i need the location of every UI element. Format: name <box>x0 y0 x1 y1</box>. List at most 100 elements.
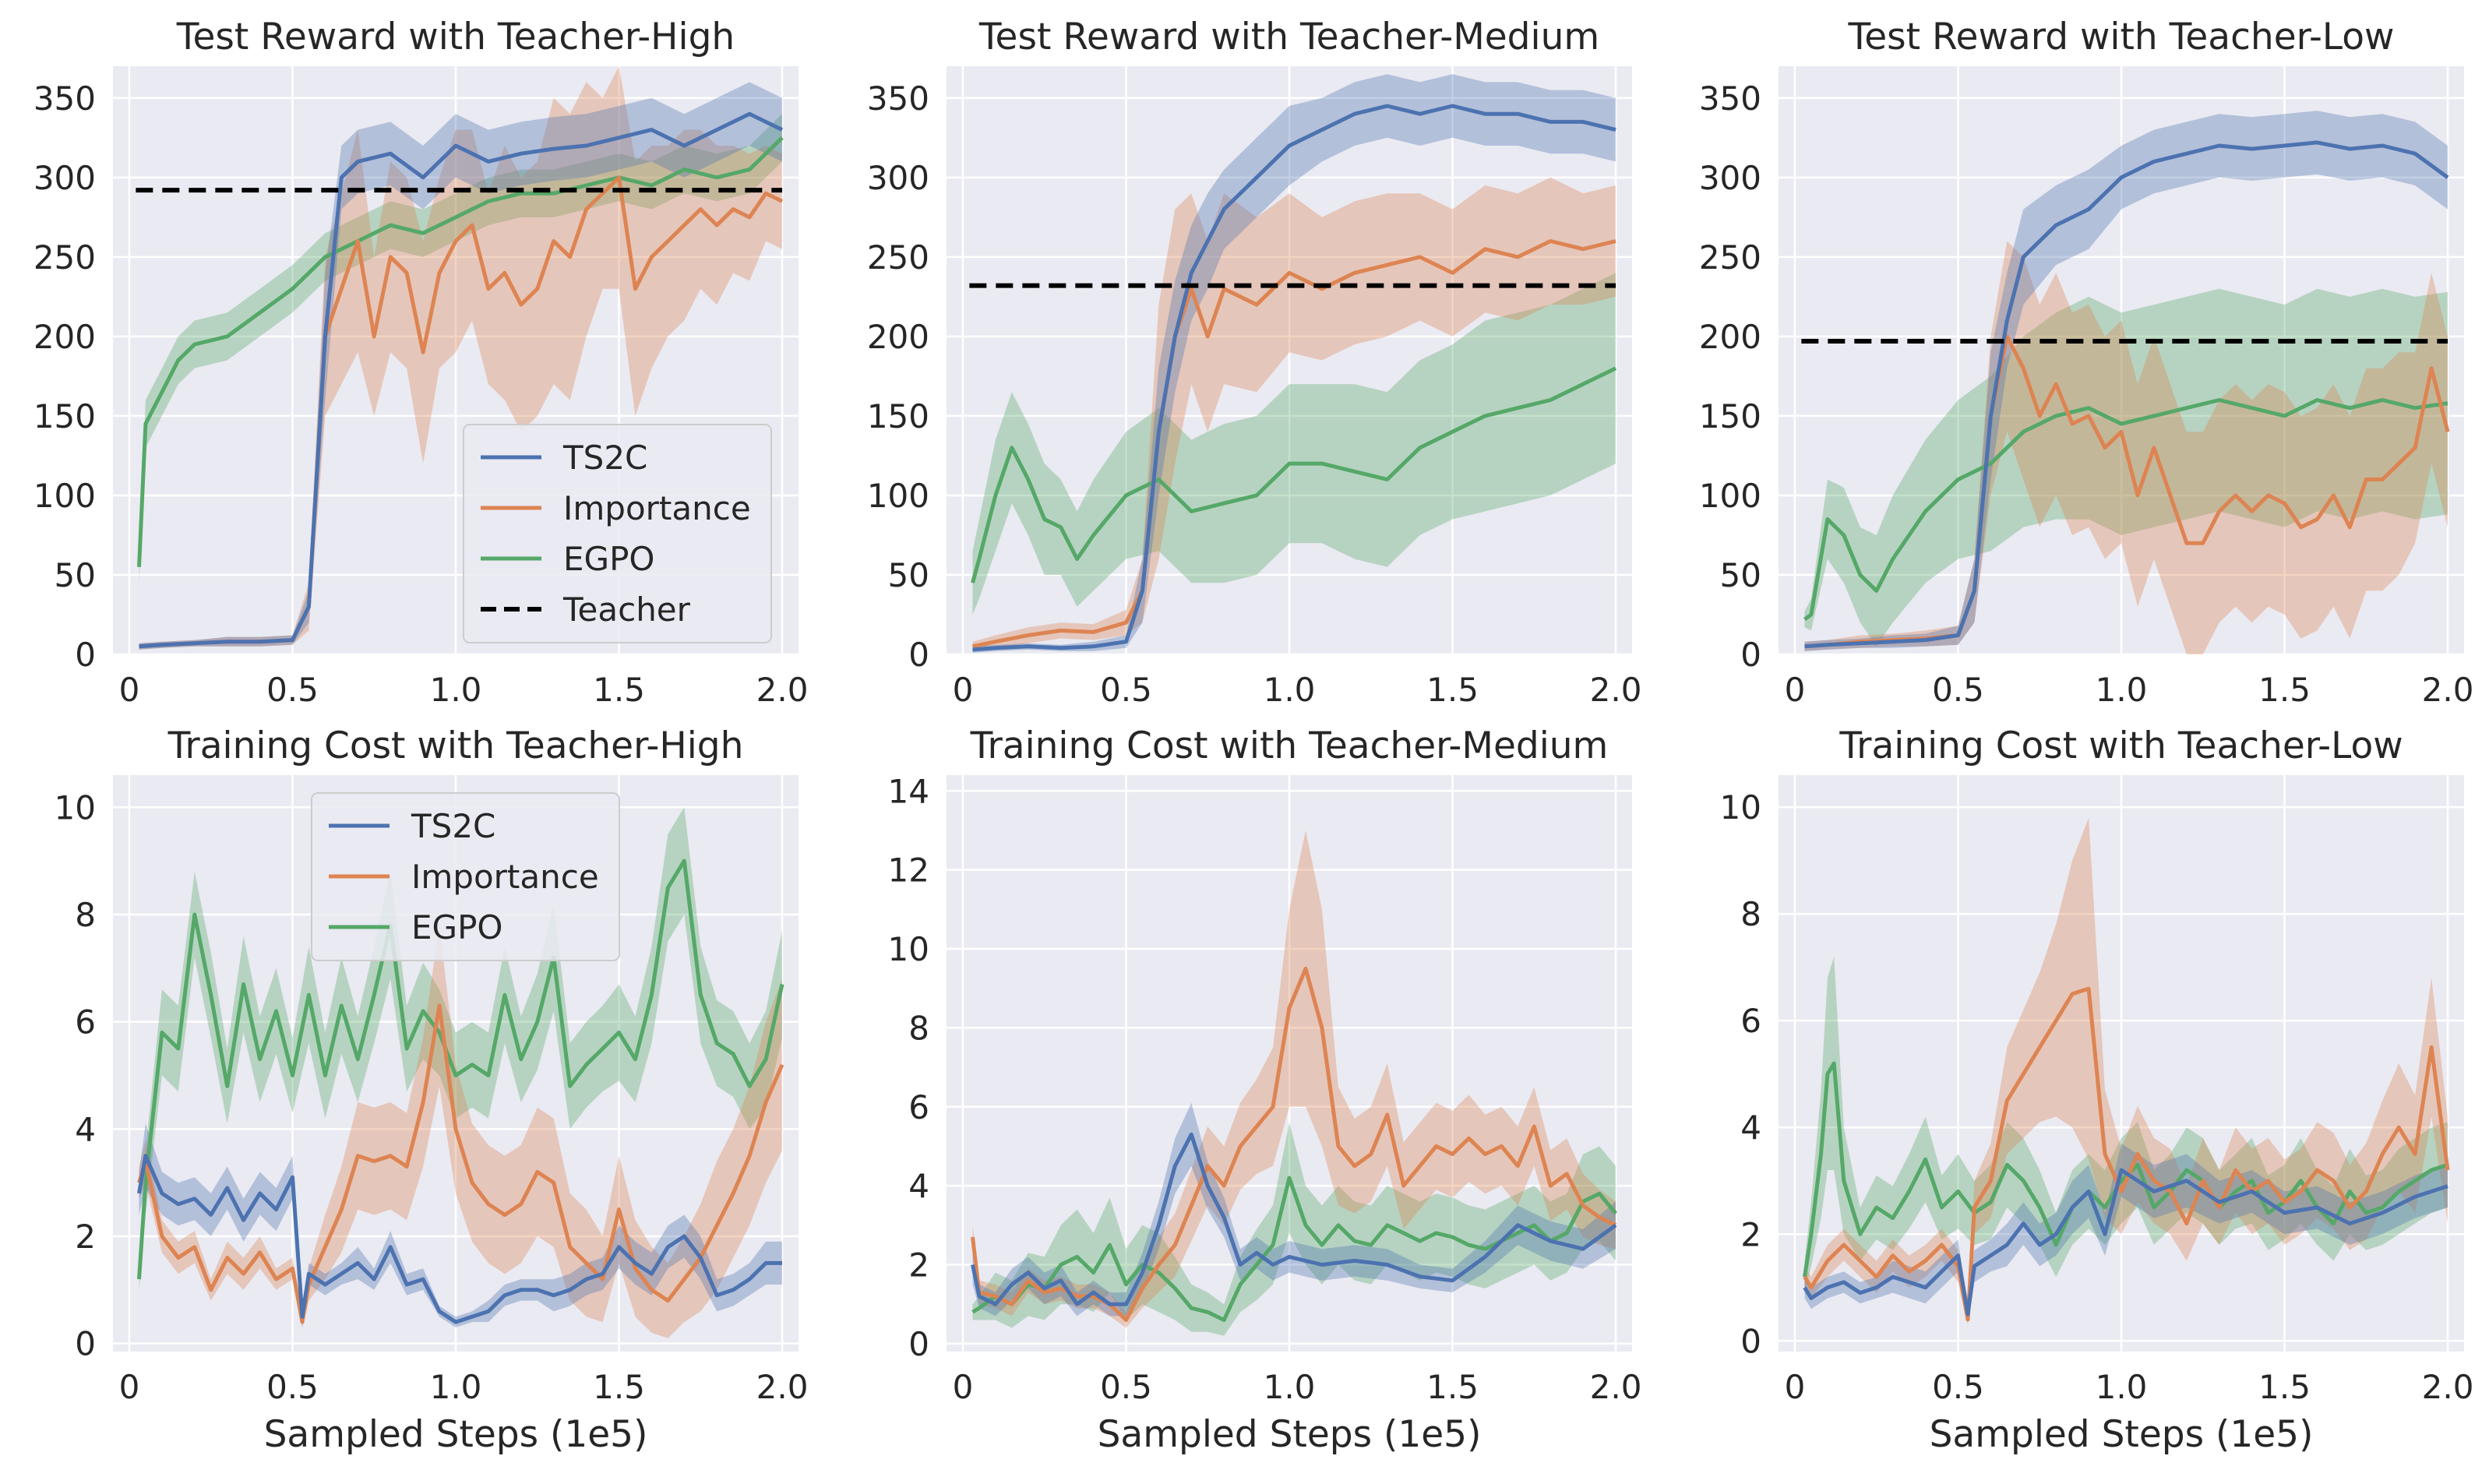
y-tick-label: 350 <box>1699 79 1761 118</box>
y-tick-label: 0 <box>908 1325 929 1363</box>
x-tick-label: 1.5 <box>1426 671 1479 709</box>
x-tick-label: 0.5 <box>1100 671 1152 709</box>
x-tick-label: 0.5 <box>1932 1368 1984 1406</box>
band-ts2c <box>139 82 782 650</box>
band-egpo <box>1804 288 2448 647</box>
y-tick-label: 150 <box>33 397 96 435</box>
legend-label-teacher: Teacher <box>562 590 691 629</box>
y-tick-label: 0 <box>1740 1322 1761 1360</box>
line-egpo <box>137 858 784 1280</box>
legend-label-egpo: EGPO <box>411 908 502 946</box>
x-axis-label: Sampled Steps (1e5) <box>1930 1413 2314 1456</box>
y-tick-label: 6 <box>1740 1002 1761 1040</box>
y-tick-label: 300 <box>867 159 929 197</box>
y-tick-label: 50 <box>55 556 96 594</box>
y-tick-label: 4 <box>908 1167 929 1205</box>
line-ts2c <box>972 104 1616 652</box>
y-tick-label: 200 <box>1699 318 1761 356</box>
y-tick-label: 50 <box>888 556 929 594</box>
series-layer <box>137 807 784 1338</box>
x-axis-label: Sampled Steps (1e5) <box>264 1413 648 1456</box>
y-tick-label: 10 <box>55 788 96 827</box>
legend-label-ts2c: TS2C <box>562 439 647 477</box>
chart-title: Test Reward with Teacher-High <box>176 16 735 58</box>
chart-panel-1: 0 0.5 1.0 1.5 2.0 0 50 100 150 200 250 300 350 Test R… <box>33 16 809 709</box>
x-tick-label: 1.0 <box>2096 671 2148 709</box>
band-importance <box>139 66 782 650</box>
chart-panel-3: 0 0.5 1.0 1.5 2.0 0 50 100 150 200 250 300 350 Test R… <box>1699 16 2474 709</box>
y-tick-label: 0 <box>75 636 96 674</box>
y-tick-label: 8 <box>908 1009 929 1047</box>
x-tick-label: 1.5 <box>2258 671 2311 709</box>
band-importance <box>972 177 1616 651</box>
x-tick-label: 0 <box>119 671 140 709</box>
y-tick-label: 100 <box>33 477 96 515</box>
chart-panel-4: 0 0.5 1.0 1.5 2.0 0 2 4 6 8 10 Training Cost with T… <box>55 724 809 1456</box>
chart-title: Test Reward with Teacher-Low <box>1848 16 2395 58</box>
legend-label-ts2c: TS2C <box>411 807 495 845</box>
y-tick-label: 100 <box>1699 477 1761 515</box>
x-tick-label: 0 <box>1785 1368 1806 1406</box>
x-tick-label: 0 <box>1785 671 1806 709</box>
y-tick-label: 250 <box>33 238 96 277</box>
line-ts2c <box>139 111 784 649</box>
line-egpo <box>137 136 784 567</box>
x-tick-label: 1.0 <box>1264 671 1316 709</box>
x-tick-label: 0.5 <box>1932 671 1984 709</box>
x-tick-label: 2.0 <box>756 1368 809 1406</box>
series-layer <box>137 66 784 650</box>
band-importance <box>139 925 782 1338</box>
x-tick-label: 1.5 <box>593 671 645 709</box>
chart-title: Test Reward with Teacher-Medium <box>978 16 1599 58</box>
x-tick-label: 1.0 <box>430 671 482 709</box>
y-tick-label: 350 <box>867 79 929 118</box>
y-tick-label: 10 <box>1720 788 1761 827</box>
legend: TS2C Importance EGPO Teacher <box>463 424 772 643</box>
x-tick-label: 1.0 <box>430 1368 482 1406</box>
y-tick-label: 8 <box>1740 895 1761 933</box>
chart-title: Training Cost with Teacher-Medium <box>970 724 1609 767</box>
y-tick-label: 0 <box>1740 636 1761 674</box>
y-tick-label: 100 <box>867 477 929 515</box>
x-tick-label: 2.0 <box>1590 1368 1642 1406</box>
x-tick-label: 0 <box>953 1368 974 1406</box>
y-tick-label: 10 <box>888 930 929 968</box>
y-tick-label: 300 <box>33 159 96 197</box>
y-tick-label: 150 <box>867 397 929 435</box>
line-ts2c <box>137 1154 782 1324</box>
band-egpo <box>139 807 782 1290</box>
series-layer <box>1803 111 2450 654</box>
y-tick-label: 0 <box>75 1325 96 1363</box>
band-egpo <box>972 1123 1616 1336</box>
chart-panel-6: 0 0.5 1.0 1.5 2.0 0 2 4 6 8 10 Training Cost with T… <box>1720 724 2474 1456</box>
y-tick-label: 4 <box>1740 1109 1761 1147</box>
y-tick-label: 150 <box>1699 397 1761 435</box>
y-tick-label: 6 <box>908 1088 929 1126</box>
series-layer <box>971 830 1617 1336</box>
y-tick-label: 4 <box>75 1110 96 1148</box>
legend-label-importance: Importance <box>411 858 599 896</box>
line-importance <box>971 239 1616 649</box>
line-egpo <box>971 366 1617 583</box>
legend: TS2C Importance EGPO <box>311 792 620 961</box>
x-tick-label: 1.5 <box>2258 1368 2311 1406</box>
legend-label-importance: Importance <box>563 489 751 527</box>
band-ts2c <box>972 74 1616 653</box>
band-ts2c <box>1804 111 2448 651</box>
x-tick-label: 0.5 <box>1100 1368 1152 1406</box>
y-tick-label: 350 <box>33 79 96 118</box>
line-ts2c <box>971 1132 1617 1306</box>
y-tick-label: 250 <box>1699 238 1761 277</box>
x-tick-label: 2.0 <box>1590 671 1642 709</box>
chart-title: Training Cost with Teacher-Low <box>1839 724 2403 767</box>
y-tick-label: 12 <box>888 851 929 890</box>
x-tick-label: 0.5 <box>266 671 319 709</box>
line-egpo <box>1803 1061 2448 1278</box>
chart-panel-5: 0 0.5 1.0 1.5 2.0 0 2 4 6 8 10 12 14 Training Cost wi… <box>888 724 1642 1456</box>
x-tick-label: 1.5 <box>1426 1368 1479 1406</box>
y-tick-label: 50 <box>1720 556 1761 594</box>
line-importance <box>1803 986 2450 1322</box>
y-tick-label: 8 <box>75 896 96 934</box>
y-tick-label: 300 <box>1699 159 1761 197</box>
